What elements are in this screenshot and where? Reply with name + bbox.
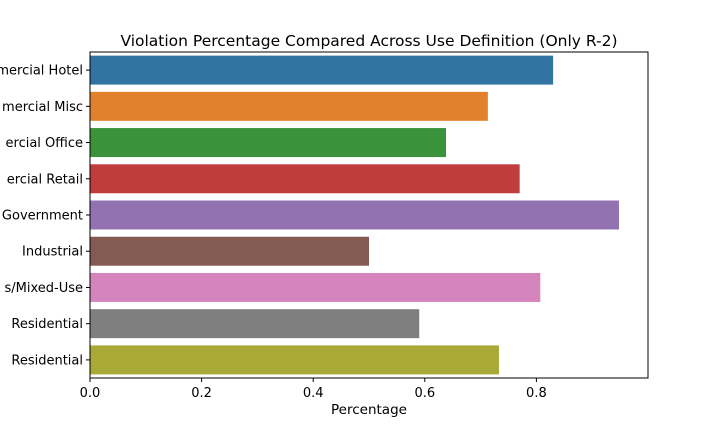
plot-frame [89, 51, 649, 379]
x-axis-ticks: 0.0 0.2 0.4 0.6 0.8 [80, 378, 547, 401]
x-tick-label: 0.8 [526, 386, 547, 401]
bar-5 [90, 236, 369, 266]
bar-3 [90, 164, 520, 194]
bar-1 [90, 91, 488, 121]
x-axis-label: Percentage [331, 402, 407, 418]
bar-7 [90, 309, 420, 339]
bar-0 [90, 55, 554, 85]
x-tick-label: 0.2 [191, 386, 212, 401]
y-tick-label: Industrial [22, 245, 83, 260]
y-tick-label: mercial Misc [2, 100, 83, 115]
y-axis-ticks: mercial Hotel mercial Misc ercial Office er… [0, 64, 90, 368]
x-tick-label: 0.0 [80, 386, 101, 401]
y-tick-label: Government [2, 209, 83, 224]
y-tick-label: ercial Office [6, 136, 83, 151]
y-tick-label: s/Mixed-Use [4, 281, 83, 296]
y-tick-label: Residential [11, 353, 83, 368]
bar-6 [90, 272, 541, 302]
y-tick-label: mercial Hotel [0, 64, 83, 79]
x-tick-label: 0.4 [303, 386, 324, 401]
bar-4 [90, 200, 619, 230]
bars-group [90, 55, 619, 375]
bar-2 [90, 128, 447, 158]
x-tick-label: 0.6 [414, 386, 435, 401]
y-tick-label: Residential [11, 317, 83, 332]
chart-title: Violation Percentage Compared Across Use… [120, 32, 617, 50]
bar-8 [90, 345, 500, 375]
y-tick-label: ercial Retail [7, 172, 83, 187]
